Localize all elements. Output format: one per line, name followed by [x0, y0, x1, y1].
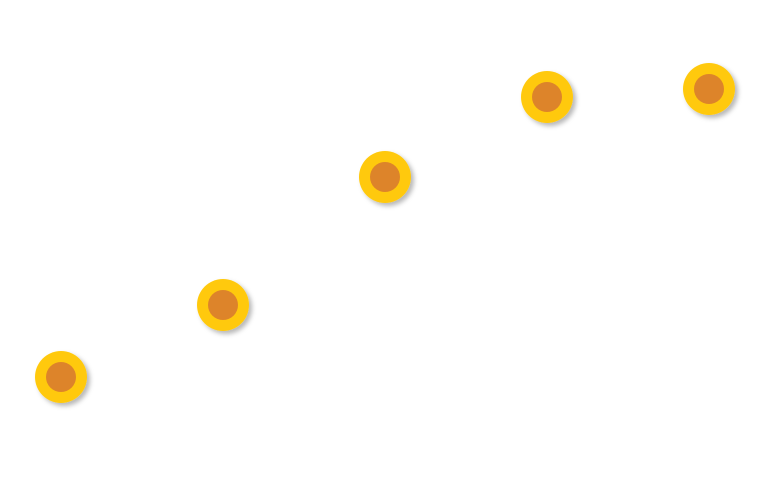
- data-point-inner-dot: [532, 82, 562, 112]
- data-point: [683, 63, 735, 115]
- data-point: [197, 279, 249, 331]
- data-point-inner-dot: [46, 362, 76, 392]
- data-point-inner-dot: [694, 74, 724, 104]
- data-point: [359, 151, 411, 203]
- data-points: [35, 63, 735, 403]
- data-point: [35, 351, 87, 403]
- data-point: [521, 71, 573, 123]
- data-point-inner-dot: [208, 290, 238, 320]
- data-point-inner-dot: [370, 162, 400, 192]
